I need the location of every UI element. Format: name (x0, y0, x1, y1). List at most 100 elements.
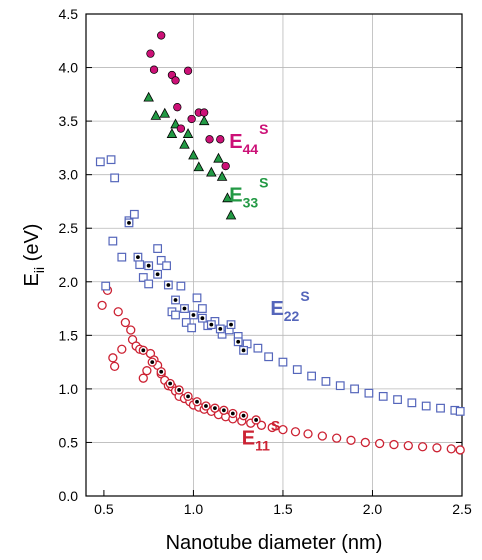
y-axis-label-sub: ii (31, 267, 47, 273)
data-point-E22S (108, 236, 118, 246)
data-point-E22S (264, 352, 274, 362)
data-point-E44S (149, 65, 159, 74)
data-point-E22S (95, 157, 105, 167)
data-point-E11S (256, 420, 267, 430)
series-label-sub: 44 (243, 141, 259, 157)
data-point-dot-E22S (173, 298, 178, 302)
plot-frame (85, 13, 463, 497)
data-points (95, 31, 465, 455)
data-point-E22S (144, 279, 154, 289)
data-point-dot-E22S (229, 322, 233, 327)
data-point-E11S (455, 445, 465, 455)
data-point-E33S (179, 138, 190, 149)
data-point-E33S (143, 91, 154, 102)
data-point-E33S (150, 109, 162, 120)
data-point-E44S (221, 161, 230, 171)
data-point-dot-E11S (254, 418, 258, 422)
data-point-E44S (157, 31, 166, 40)
data-point-E33S (159, 107, 171, 118)
data-point-dot-E11S (177, 388, 182, 392)
x-tick-label: 0.5 (94, 501, 114, 517)
y-tick-label: 3.0 (59, 167, 79, 183)
data-point-E33S (166, 128, 178, 138)
data-point-E11S (126, 325, 136, 335)
data-point-E33S (206, 166, 217, 177)
data-point-E22S (378, 391, 388, 401)
data-point-dot-E11S (230, 411, 235, 416)
data-point-E22S (335, 381, 345, 391)
data-point-dot-E11S (195, 399, 199, 404)
data-point-E44S (205, 135, 214, 144)
series-label-sub: 11 (255, 438, 270, 454)
data-point-E33S (198, 115, 210, 126)
data-point-E11S (446, 444, 456, 454)
data-point-dot-E11S (241, 413, 246, 418)
data-point-E11S (417, 442, 428, 452)
data-point-E11S (290, 427, 301, 437)
data-point-E22S (176, 281, 186, 291)
series-label-sup: S (271, 418, 280, 434)
data-point-E11S (142, 366, 152, 376)
data-point-E22S (156, 255, 166, 265)
y-tick-label: 2.5 (59, 220, 79, 236)
y-axis-label: Eii (eV) (21, 224, 47, 287)
data-point-E44S (173, 103, 182, 112)
data-point-E33S (170, 118, 181, 129)
data-point-dot-E11S (141, 348, 146, 353)
y-axis-label-unit: (eV) (21, 224, 43, 267)
x-tick-label: 1.0 (184, 501, 204, 517)
data-point-E22S (181, 318, 191, 327)
data-point-E33S (213, 152, 224, 163)
data-point-E22S (101, 281, 111, 291)
series-label-sub: 22 (284, 308, 300, 324)
data-point-E44S (146, 49, 155, 58)
series-label-main: E (242, 428, 255, 450)
data-point-E22S (364, 388, 374, 398)
data-point-E22S (292, 365, 302, 375)
data-point-E33S (222, 192, 233, 203)
series-label-main: E (229, 184, 242, 206)
data-point-E11S (389, 439, 399, 450)
y-tick-label: 0.0 (59, 488, 79, 504)
data-point-E11S (108, 353, 118, 363)
series-label-E11S: E11S (242, 418, 281, 454)
y-tick-label: 3.5 (59, 113, 79, 129)
data-point-E22S (421, 401, 431, 411)
data-point-E44S (183, 66, 193, 75)
data-point-E22S (153, 244, 163, 253)
data-point-E44S (187, 114, 196, 124)
x-tick-label: 1.5 (273, 501, 293, 517)
data-point-E22S (135, 260, 145, 270)
data-point-E11S (97, 300, 107, 310)
data-point-E22S (407, 398, 417, 408)
data-point-E44S (171, 76, 180, 85)
data-point-dot-E22S (136, 255, 140, 260)
data-point-dot-E22S (236, 339, 241, 344)
data-point-E22S (253, 343, 263, 353)
series-label-E22S: E22S (270, 288, 309, 324)
data-point-dot-E22S (127, 220, 131, 225)
data-point-E22S (321, 376, 331, 386)
data-point-dot-E22S (166, 283, 171, 287)
data-point-dot-E11S (186, 394, 190, 399)
data-point-E22S (187, 323, 197, 333)
data-point-dot-E11S (213, 406, 217, 411)
y-tick-label: 4.5 (59, 6, 79, 22)
data-point-E11S (109, 361, 120, 372)
series-label-E33S: E33S (229, 174, 268, 210)
x-axis-label: Nanotube diameter (nm) (166, 532, 383, 554)
data-point-E22S (393, 395, 402, 404)
data-point-E11S (117, 344, 127, 354)
data-point-E11S (303, 429, 313, 439)
data-point-E11S (278, 424, 288, 435)
data-point-E11S (267, 422, 277, 433)
data-point-dot-E11S (204, 404, 208, 408)
y-axis-label-main: E (21, 273, 43, 286)
data-point-E11S (113, 307, 123, 317)
data-point-E22S (162, 261, 171, 271)
data-point-E44S (176, 124, 186, 133)
data-point-E22S (455, 406, 465, 416)
data-point-E11S (432, 443, 442, 453)
data-point-E11S (374, 438, 385, 449)
